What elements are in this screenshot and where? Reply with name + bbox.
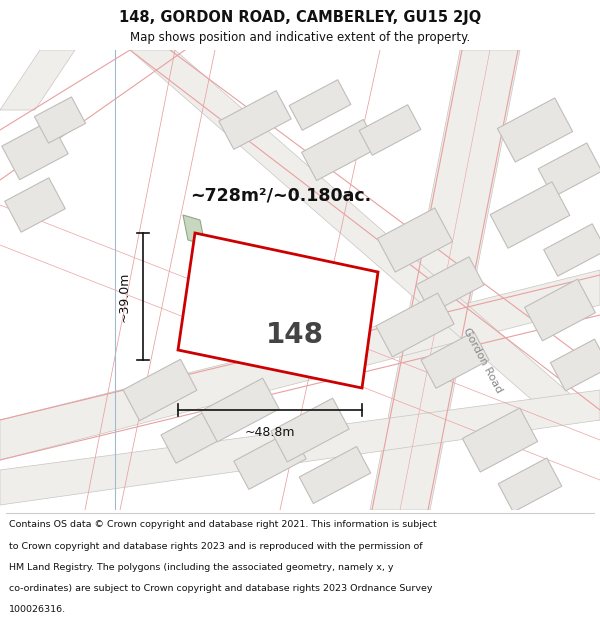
Polygon shape [490, 182, 570, 248]
Polygon shape [219, 91, 291, 149]
Polygon shape [234, 431, 306, 489]
Polygon shape [498, 458, 562, 512]
Polygon shape [0, 390, 600, 505]
Text: ~728m²/~0.180ac.: ~728m²/~0.180ac. [190, 186, 371, 204]
Text: ~48.8m: ~48.8m [245, 426, 295, 439]
Polygon shape [123, 359, 197, 421]
Polygon shape [524, 279, 595, 341]
Polygon shape [538, 143, 600, 197]
Polygon shape [299, 446, 371, 504]
Polygon shape [0, 270, 600, 460]
Text: 100026316.: 100026316. [9, 606, 66, 614]
Text: to Crown copyright and database rights 2023 and is reproduced with the permissio: to Crown copyright and database rights 2… [9, 542, 422, 551]
Polygon shape [550, 339, 600, 391]
Polygon shape [34, 97, 86, 143]
Polygon shape [289, 80, 351, 130]
Polygon shape [376, 293, 454, 357]
Text: ~39.0m: ~39.0m [118, 271, 131, 322]
Polygon shape [183, 215, 205, 245]
Text: co-ordinates) are subject to Crown copyright and database rights 2023 Ordnance S: co-ordinates) are subject to Crown copyr… [9, 584, 433, 593]
Polygon shape [201, 378, 279, 442]
Text: HM Land Registry. The polygons (including the associated geometry, namely x, y: HM Land Registry. The polygons (includin… [9, 563, 394, 572]
Polygon shape [271, 398, 349, 462]
Polygon shape [5, 177, 65, 232]
Polygon shape [302, 119, 379, 181]
Polygon shape [497, 98, 572, 162]
Polygon shape [421, 332, 489, 388]
Polygon shape [130, 50, 600, 420]
Polygon shape [178, 233, 378, 388]
Polygon shape [0, 50, 75, 110]
Polygon shape [2, 121, 68, 179]
Text: Contains OS data © Crown copyright and database right 2021. This information is : Contains OS data © Crown copyright and d… [9, 521, 437, 529]
Polygon shape [463, 408, 538, 472]
Polygon shape [416, 257, 484, 313]
Polygon shape [161, 407, 229, 463]
Text: Map shows position and indicative extent of the property.: Map shows position and indicative extent… [130, 31, 470, 44]
Text: Gordon Road: Gordon Road [461, 326, 505, 394]
Text: 148: 148 [266, 321, 324, 349]
Polygon shape [544, 224, 600, 276]
Polygon shape [370, 50, 520, 510]
Polygon shape [377, 208, 452, 272]
Polygon shape [359, 105, 421, 155]
Text: 148, GORDON ROAD, CAMBERLEY, GU15 2JQ: 148, GORDON ROAD, CAMBERLEY, GU15 2JQ [119, 10, 481, 25]
